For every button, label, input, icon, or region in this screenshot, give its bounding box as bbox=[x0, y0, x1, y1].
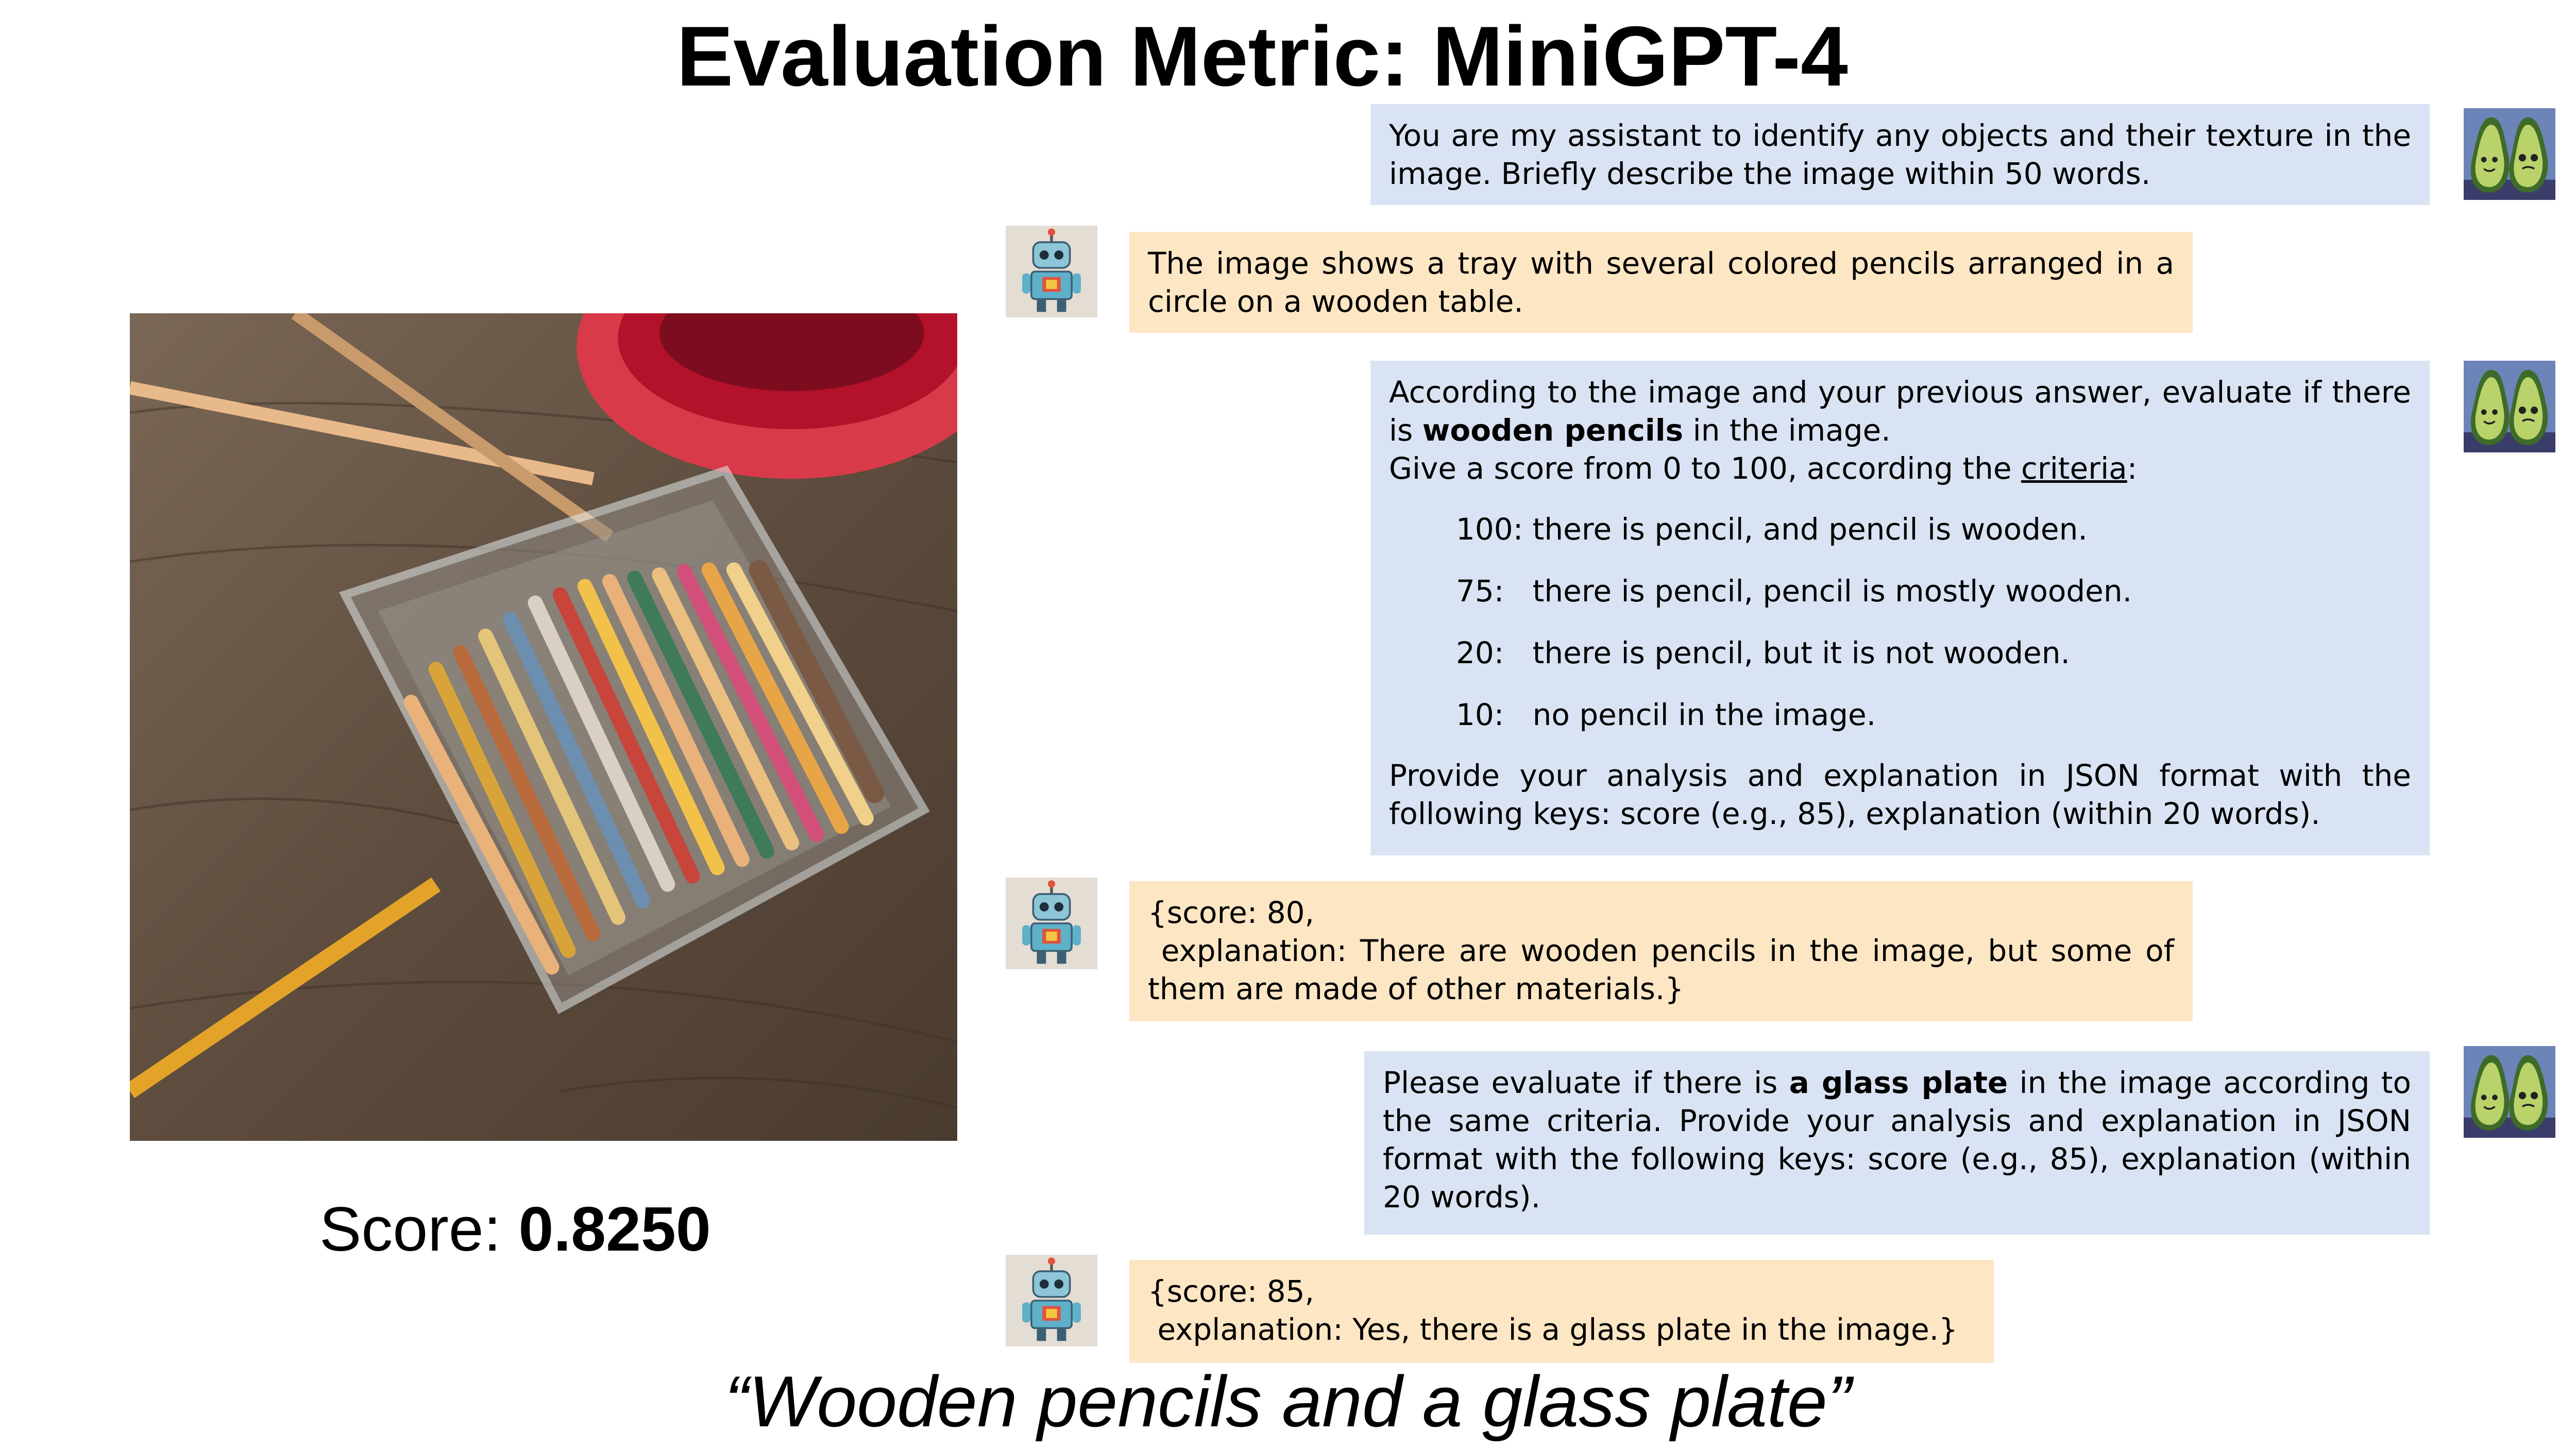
bot-message-2-line1: {score: 80, bbox=[1148, 895, 1314, 930]
robot-icon bbox=[1006, 226, 1097, 317]
prompt-caption: “Wooden pencils and a glass plate” bbox=[724, 1361, 1852, 1442]
score-label: Score: bbox=[319, 1194, 501, 1264]
bot-message-1: The image shows a tray with several colo… bbox=[1129, 232, 2193, 333]
bot-message-2: {score: 80, explanation: There are woode… bbox=[1129, 881, 2193, 1021]
criteria-intro: According to the image and your previous… bbox=[1389, 375, 2411, 486]
bot-message-3: {score: 85, explanation: Yes, there is a… bbox=[1129, 1260, 1994, 1363]
user-message-1-text: You are my assistant to identify any obj… bbox=[1389, 118, 2411, 191]
robot-icon bbox=[1006, 878, 1097, 969]
target-object-glass-plate: a glass plate bbox=[1789, 1065, 2008, 1100]
pencils-photo bbox=[130, 313, 957, 1141]
bot-avatar-icon bbox=[1006, 878, 1097, 969]
user-avatar-icon bbox=[2464, 108, 2555, 200]
bot-message-2-line2: explanation: There are wooden pencils in… bbox=[1148, 933, 2184, 1006]
user-message-3: Please evaluate if there is a glass plat… bbox=[1364, 1051, 2430, 1235]
score-readout: Score: 0.8250 bbox=[319, 1190, 711, 1268]
page-title: Evaluation Metric: MiniGPT-4 bbox=[676, 9, 1848, 104]
robot-icon bbox=[1006, 1255, 1097, 1346]
avocado-pair-icon bbox=[2464, 361, 2555, 452]
user-avatar-icon bbox=[2464, 1046, 2555, 1138]
criterion-75: 75: there is pencil, pencil is mostly wo… bbox=[1456, 574, 2132, 609]
bot-avatar-icon bbox=[1006, 226, 1097, 317]
target-object-wooden-pencils: wooden pencils bbox=[1422, 413, 1684, 448]
criterion-100: 100: there is pencil, and pencil is wood… bbox=[1456, 512, 2088, 547]
criteria-closing: Provide your analysis and explanation in… bbox=[1389, 758, 2411, 831]
bot-message-3-line1: {score: 85, bbox=[1148, 1274, 1314, 1309]
bot-avatar-icon bbox=[1006, 1255, 1097, 1346]
pencils-on-glass-plate-image bbox=[130, 313, 957, 1141]
bot-message-3-line2: explanation: Yes, there is a glass plate… bbox=[1148, 1312, 1958, 1347]
user-message-1: You are my assistant to identify any obj… bbox=[1370, 104, 2430, 205]
score-value: 0.8250 bbox=[518, 1194, 711, 1264]
criterion-10: 10: no pencil in the image. bbox=[1456, 697, 1876, 732]
bot-message-1-text: The image shows a tray with several colo… bbox=[1148, 246, 2174, 319]
user-message-2: According to the image and your previous… bbox=[1370, 361, 2430, 855]
criterion-20: 20: there is pencil, but it is not woode… bbox=[1456, 635, 2070, 670]
criteria-term: criteria bbox=[2021, 451, 2127, 486]
avocado-pair-icon bbox=[2464, 1046, 2555, 1138]
avocado-pair-icon bbox=[2464, 108, 2555, 200]
user-message-3-text: Please evaluate if there is a glass plat… bbox=[1383, 1065, 2411, 1215]
user-avatar-icon bbox=[2464, 361, 2555, 452]
